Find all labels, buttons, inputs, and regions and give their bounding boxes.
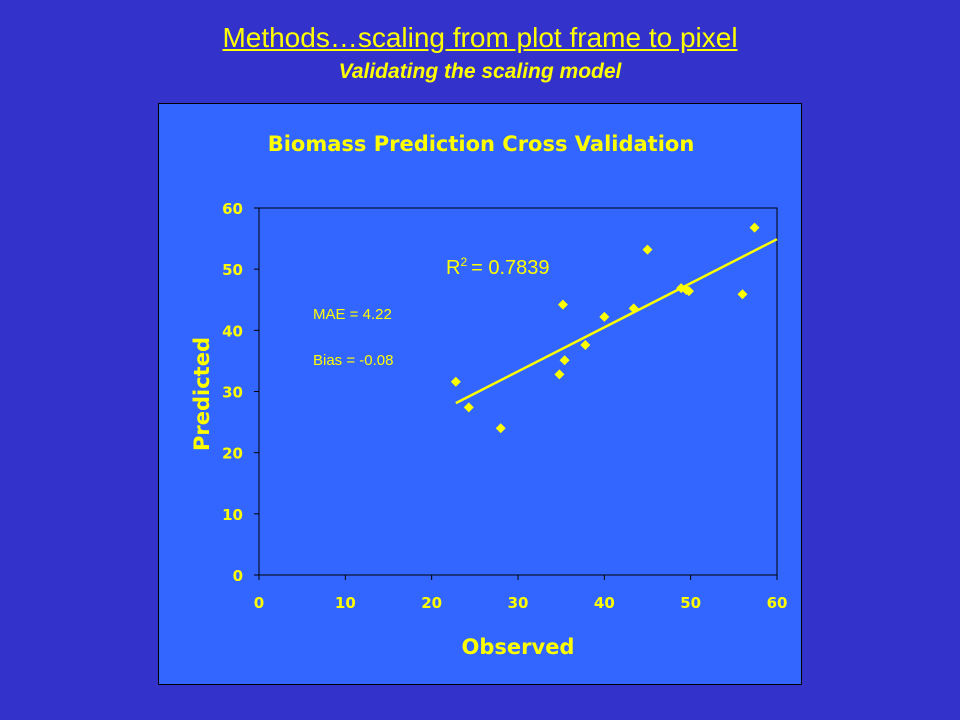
r-squared-symbol: R (446, 257, 460, 279)
data-point (749, 222, 760, 233)
y-tick-label: 0 (233, 567, 243, 585)
y-tick-label: 50 (222, 261, 243, 279)
r-squared-value: = 0.7839 (471, 257, 549, 279)
data-point (559, 355, 570, 366)
y-tick-label: 10 (222, 506, 243, 524)
data-point (495, 423, 506, 434)
y-tick-label: 60 (222, 200, 243, 218)
data-point (599, 311, 610, 322)
y-axis-label: Predicted (190, 337, 214, 451)
x-tick-label: 40 (594, 594, 615, 612)
r-squared-exponent: 2 (460, 255, 467, 269)
y-tick-label: 20 (222, 445, 243, 463)
data-point (557, 299, 568, 310)
chart-title: Biomass Prediction Cross Validation (268, 132, 695, 156)
x-axis-label: Observed (462, 635, 575, 659)
slide-subtitle: Validating the scaling model (338, 60, 622, 83)
data-marks (450, 222, 778, 434)
data-point (642, 244, 653, 255)
data-point (737, 289, 748, 300)
data-point (683, 286, 694, 297)
trendline (455, 238, 778, 405)
x-tick-label: 20 (421, 594, 442, 612)
x-tick-label: 60 (767, 594, 788, 612)
mae-label: MAE = 4.22 (313, 306, 392, 323)
data-point (628, 303, 639, 314)
scatter-chart: Biomass Prediction Cross Validation Pred… (190, 132, 787, 659)
r-squared-label: R2 = 0.7839 (446, 255, 550, 279)
y-tick-label: 40 (222, 322, 243, 340)
data-point (463, 402, 474, 413)
x-tick-label: 30 (508, 594, 529, 612)
x-tick-label: 10 (335, 594, 356, 612)
x-tick-label: 50 (680, 594, 701, 612)
chart-area: Biomass Prediction Cross Validation Pred… (158, 103, 802, 685)
x-tick-label: 0 (254, 594, 264, 612)
bias-label: Bias = -0.08 (313, 352, 393, 369)
data-point (580, 340, 591, 351)
data-point (450, 376, 461, 387)
axes: 0 10 20 30 40 50 60 0 10 20 30 40 50 60 (222, 200, 787, 612)
data-point (554, 369, 565, 380)
y-tick-label: 30 (222, 384, 243, 402)
slide-title: Methods…scaling from plot frame to pixel (222, 22, 738, 53)
